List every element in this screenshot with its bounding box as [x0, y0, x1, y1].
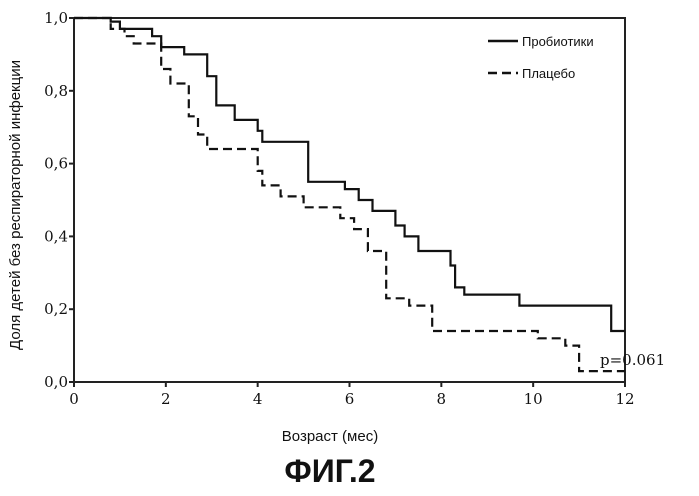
legend-label: Пробиотики — [522, 34, 594, 49]
y-tick-label: 0,6 — [44, 155, 68, 173]
y-tick-label: 0,4 — [44, 227, 68, 245]
x-tick-label: 4 — [253, 390, 263, 408]
x-tick-label: 2 — [161, 390, 171, 408]
series-line-probiotics — [74, 18, 625, 331]
x-axis-label: Возраст (мес) — [0, 428, 660, 445]
y-tick-label: 1,0 — [44, 9, 68, 27]
y-tick-label: 0,8 — [44, 82, 68, 100]
y-tick-label: 0,2 — [44, 300, 68, 318]
x-tick-label: 10 — [524, 390, 543, 408]
legend-label: Плацебо — [522, 66, 575, 81]
figure-label: ФИГ.2 — [0, 453, 660, 490]
x-tick-label: 6 — [345, 390, 355, 408]
legend: Пробиотики Плацебо — [488, 34, 594, 81]
y-axis-label: Доля детей без респираторной инфекции — [7, 60, 24, 350]
p-value-annotation: p=0.061 — [600, 351, 665, 369]
x-axis-ticks: 0 2 4 6 8 10 12 — [69, 382, 634, 408]
y-tick-label: 0,0 — [44, 373, 68, 391]
y-axis-ticks: 0,0 0,2 0,4 0,6 0,8 1,0 — [44, 9, 74, 391]
x-tick-label: 0 — [69, 390, 79, 408]
x-tick-label: 8 — [437, 390, 447, 408]
x-tick-label: 12 — [615, 390, 634, 408]
